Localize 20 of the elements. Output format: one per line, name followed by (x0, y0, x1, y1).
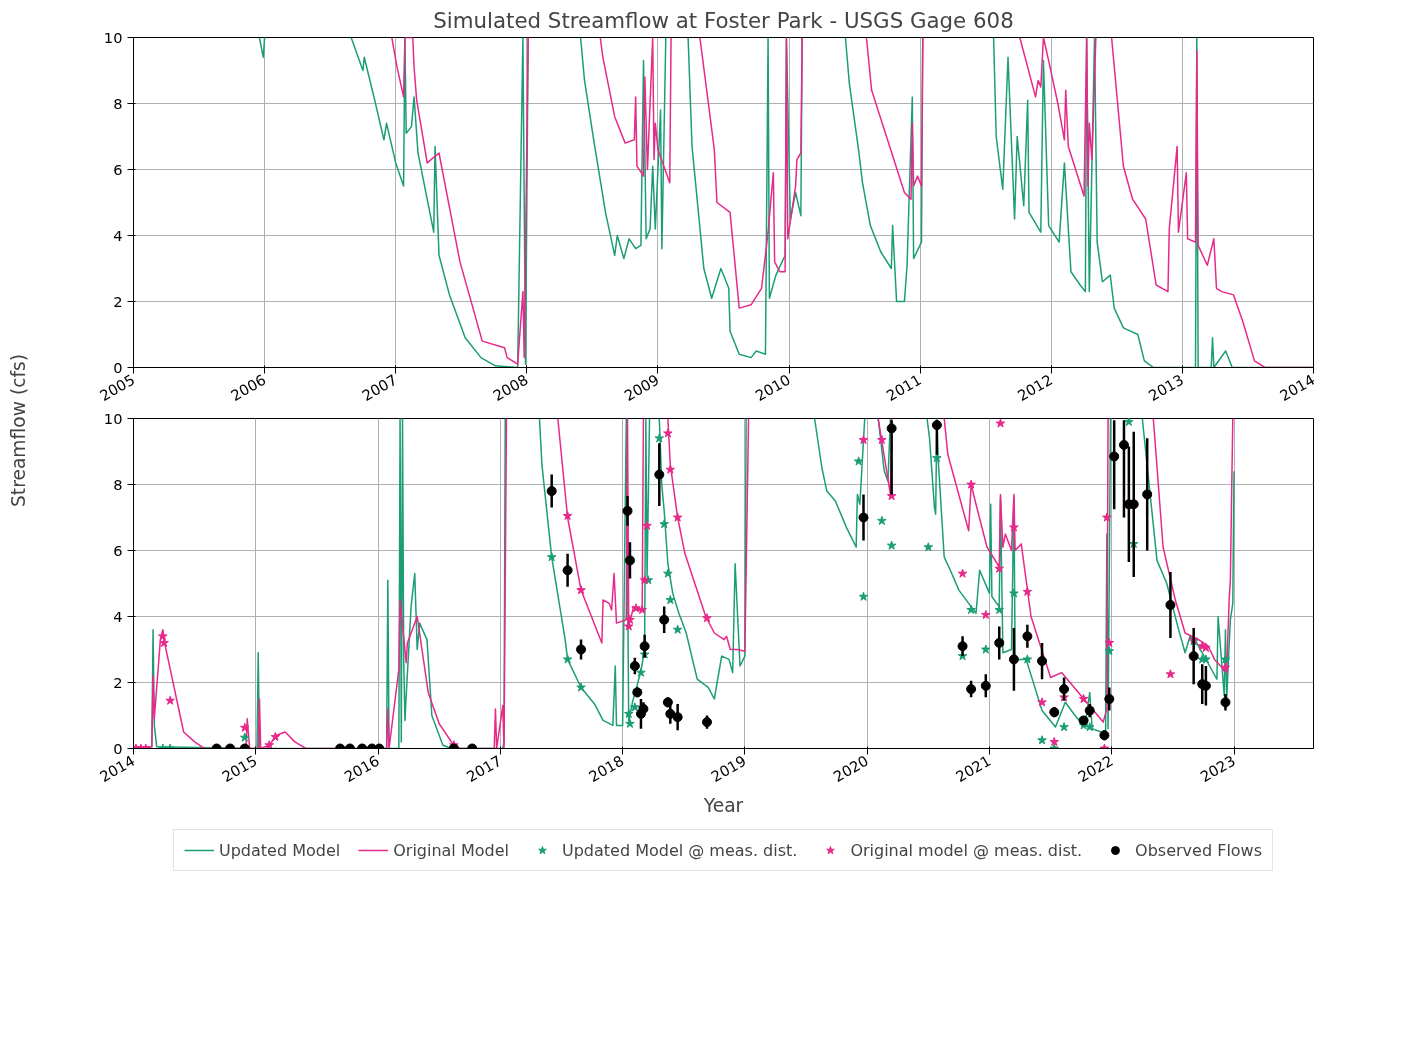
y-tick-label: 4 (113, 607, 123, 625)
chart-title: Simulated Streamflow at Foster Park - USGS Gage 608 (433, 7, 1014, 33)
legend-label: Original model @ meas. dist. (850, 840, 1083, 860)
legend-label: Updated Model (218, 840, 341, 860)
y-axis-title: Streamflow (cfs) (7, 354, 29, 507)
y-tick-label: 6 (113, 541, 123, 559)
y-tick-label: 2 (113, 673, 123, 691)
y-tick-label: 0 (113, 358, 123, 376)
y-tick-label: 2 (113, 292, 123, 310)
x-axis-title: Year (702, 794, 744, 816)
legend-label: Observed Flows (1135, 840, 1263, 860)
legend-label: Original Model (393, 840, 509, 860)
y-tick-label: 4 (113, 226, 123, 244)
y-tick-label: 6 (113, 160, 123, 178)
y-tick-label: 0 (113, 739, 123, 757)
y-tick-label: 10 (103, 28, 123, 46)
y-tick-label: 8 (113, 94, 123, 112)
y-tick-label: 10 (103, 409, 123, 427)
y-tick-label: 8 (113, 475, 123, 493)
legend-label: Updated Model @ meas. dist. (561, 840, 798, 860)
